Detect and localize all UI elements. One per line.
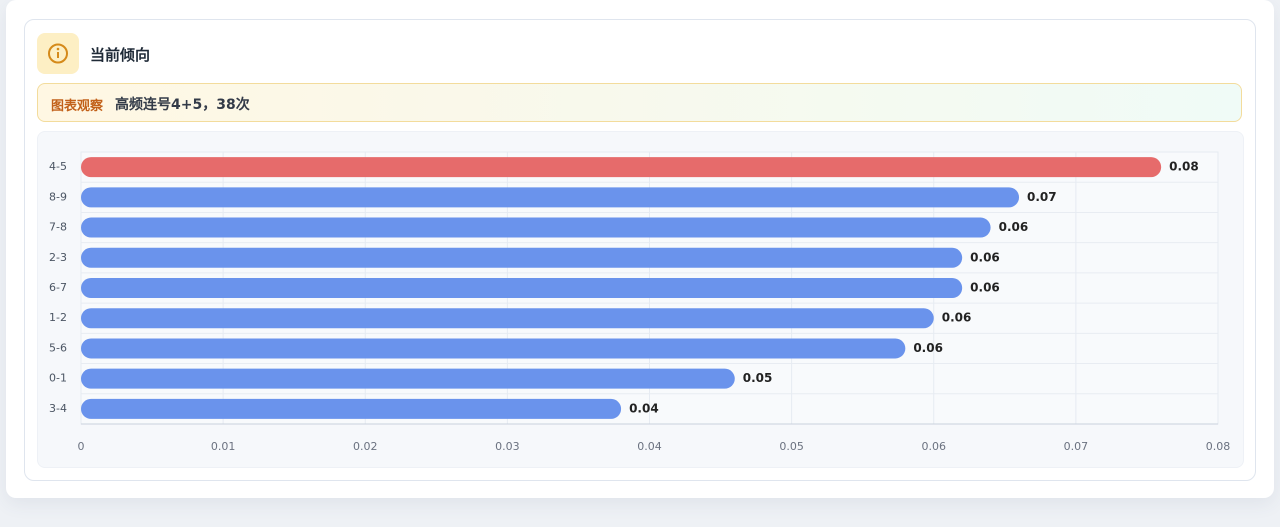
value-label: 0.06 [970, 250, 1000, 264]
bar [81, 157, 1162, 178]
x-tick-label: 0.08 [1206, 440, 1231, 453]
y-tick-label: 4-5 [49, 160, 67, 173]
y-tick-label: 5-6 [49, 341, 67, 354]
value-label: 0.08 [1169, 160, 1199, 174]
bar [81, 398, 622, 419]
value-label: 0.06 [970, 281, 1000, 295]
bar [81, 338, 906, 359]
value-label: 0.04 [629, 401, 659, 415]
y-tick-label: 2-3 [49, 251, 67, 264]
bar [81, 217, 991, 238]
bar [81, 368, 735, 389]
bar [81, 278, 963, 298]
observation-text: 高频连号4+5，38次 [115, 97, 250, 113]
observation-label: 图表观察 [51, 99, 104, 114]
observation-banner: 图表观察 高频连号4+5，38次 [37, 83, 1242, 122]
y-tick-label: 3-4 [49, 402, 67, 415]
bar [81, 308, 934, 329]
value-label: 0.06 [942, 311, 972, 325]
x-tick-label: 0.01 [211, 440, 236, 453]
x-tick-label: 0.06 [922, 440, 947, 453]
bar [81, 247, 963, 268]
info-icon [37, 33, 79, 74]
x-tick-label: 0.05 [779, 440, 804, 453]
title: 当前倾向 [90, 46, 151, 64]
y-tick-label: 1-2 [49, 311, 67, 324]
value-label: 0.05 [743, 371, 773, 385]
value-label: 0.06 [913, 341, 943, 355]
x-tick-label: 0.07 [1064, 440, 1089, 453]
y-tick-label: 6-7 [49, 281, 67, 294]
bar [81, 187, 1020, 208]
y-tick-label: 0-1 [49, 372, 67, 385]
y-tick-label: 7-8 [49, 221, 67, 234]
x-tick-label: 0.02 [353, 440, 378, 453]
info-glyph [48, 43, 68, 64]
value-label: 0.07 [1027, 190, 1057, 204]
x-tick-label: 0.03 [495, 440, 520, 453]
x-tick-label: 0.04 [637, 440, 662, 453]
x-tick-label: 0 [78, 440, 85, 453]
y-tick-label: 8-9 [49, 190, 67, 203]
value-label: 0.06 [999, 220, 1029, 234]
